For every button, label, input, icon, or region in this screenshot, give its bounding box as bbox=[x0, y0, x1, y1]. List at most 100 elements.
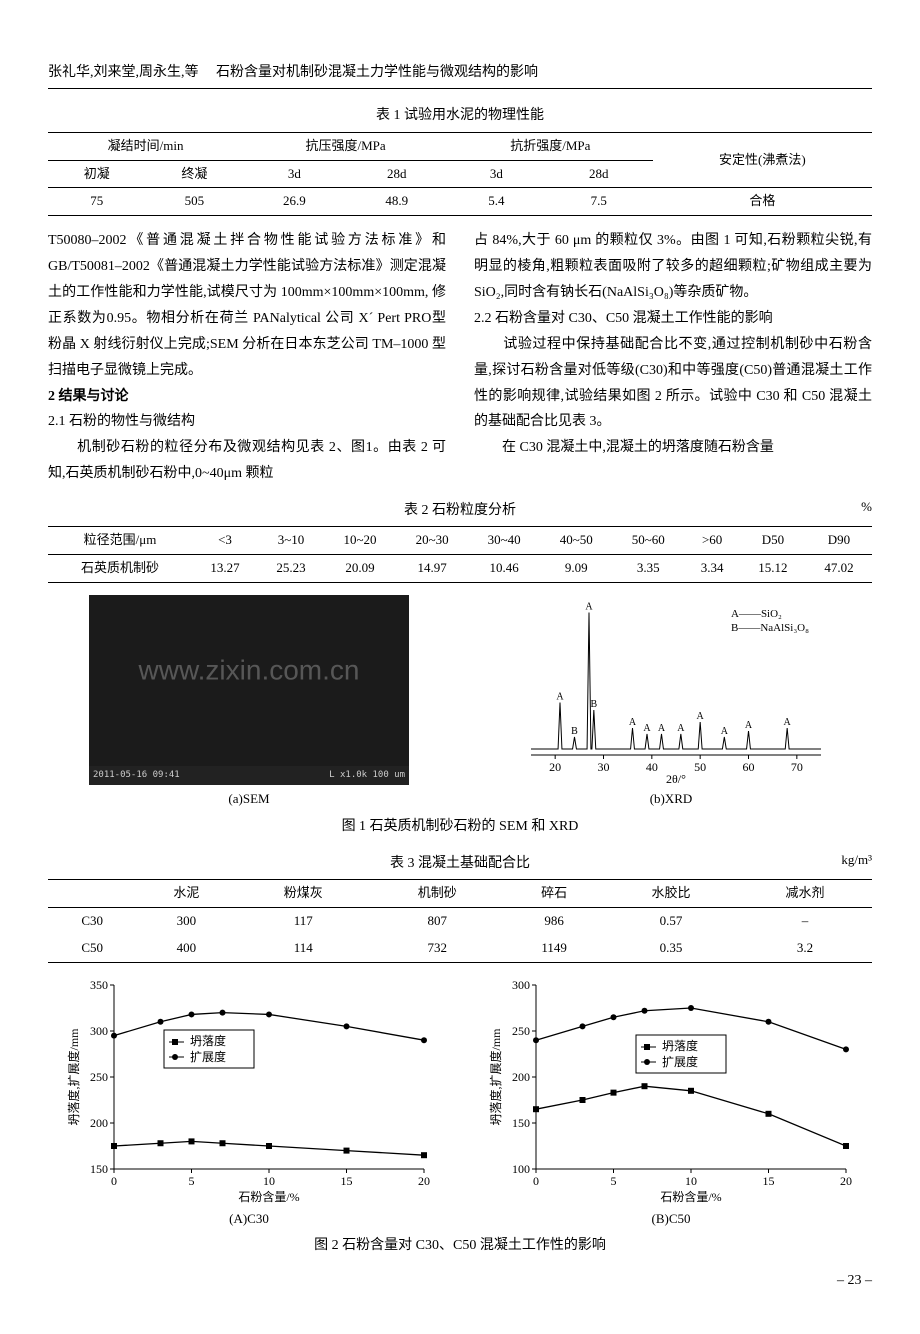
t2-h1: <3 bbox=[192, 527, 258, 555]
t3-r2-2: 114 bbox=[236, 935, 370, 962]
fig1-a: www.zixin.com.cn 2011-05-16 09:41 L x1.0… bbox=[48, 595, 450, 810]
svg-text:A: A bbox=[721, 726, 729, 737]
t2-h3: 10~20 bbox=[324, 527, 396, 555]
col-left: T50080–2002《普通混凝土拌合物性能试验方法标准》和 GB/T50081… bbox=[48, 228, 446, 487]
svg-text:石粉含量/%: 石粉含量/% bbox=[660, 1189, 721, 1204]
t3-r2-3: 732 bbox=[370, 935, 504, 962]
t3-r2-1: 400 bbox=[136, 935, 236, 962]
t1-h-a: 凝结时间/min bbox=[48, 132, 243, 160]
fig2-b: 05101520100150200250300石粉含量/%坍落度,扩展度/mm坍… bbox=[470, 975, 872, 1230]
svg-text:150: 150 bbox=[90, 1162, 108, 1176]
t2-h8: >60 bbox=[684, 527, 740, 555]
right-p2: 试验过程中保持基础配合比不变,通过控制机制砂中石粉含量,探讨石粉含量对低等级(C… bbox=[474, 332, 872, 436]
fig1-sub-b: (b)XRD bbox=[650, 789, 693, 810]
svg-text:300: 300 bbox=[90, 1024, 108, 1038]
t1-sub-a2: 终凝 bbox=[146, 160, 244, 188]
t3-h4: 碎石 bbox=[504, 880, 604, 908]
t2-r9: 15.12 bbox=[740, 555, 806, 583]
t1-r-a2: 505 bbox=[146, 188, 244, 216]
t2-r8: 3.34 bbox=[684, 555, 740, 583]
page-header: 张礼华,刘来堂,周永生,等 石粉含量对机制砂混凝土力学性能与微观结构的影响 bbox=[48, 62, 872, 89]
t1-h-d: 安定性(沸煮法) bbox=[653, 132, 872, 188]
t3-r1-6: – bbox=[738, 908, 872, 935]
sec-21: 2.1 石粉的物性与微结构 bbox=[48, 409, 446, 435]
svg-text:A: A bbox=[556, 691, 564, 702]
svg-text:10: 10 bbox=[685, 1174, 697, 1188]
svg-text:70: 70 bbox=[791, 760, 803, 774]
svg-text:坍落度: 坍落度 bbox=[662, 1038, 698, 1053]
page-number: – 23 – bbox=[48, 1270, 872, 1292]
table3-title: 表 3 混凝土基础配合比 bbox=[48, 853, 872, 875]
svg-text:B——NaAlSi₃O₈: B——NaAlSi₃O₈ bbox=[731, 622, 809, 634]
chart-c30: 05101520150200250300350石粉含量/%坍落度,扩展度/mm坍… bbox=[64, 975, 434, 1205]
fig1-caption: 图 1 石英质机制砂石粉的 SEM 和 XRD bbox=[48, 816, 872, 838]
t2-r3: 20.09 bbox=[324, 555, 396, 583]
t3-r1-4: 986 bbox=[504, 908, 604, 935]
svg-text:20: 20 bbox=[418, 1174, 430, 1188]
t2-h9: D50 bbox=[740, 527, 806, 555]
t1-sub-c1: 3d bbox=[448, 160, 545, 188]
svg-text:B: B bbox=[571, 726, 578, 737]
svg-text:20: 20 bbox=[549, 760, 561, 774]
table1-title: 表 1 试验用水泥的物理性能 bbox=[48, 105, 872, 127]
header-authors: 张礼华,刘来堂,周永生,等 bbox=[48, 65, 199, 80]
left-p1: T50080–2002《普通混凝土拌合物性能试验方法标准》和 GB/T50081… bbox=[48, 228, 446, 383]
t1-sub-a1: 初凝 bbox=[48, 160, 146, 188]
t1-r-c1: 5.4 bbox=[448, 188, 545, 216]
sem-image: www.zixin.com.cn 2011-05-16 09:41 L x1.0… bbox=[89, 595, 409, 785]
svg-text:15: 15 bbox=[341, 1174, 353, 1188]
right-p1: 占 84%,大于 60 μm 的颗粒仅 3%。由图 1 可知,石粉颗粒尖锐,有明… bbox=[474, 228, 872, 306]
sem-footer-r: L x1.0k 100 um bbox=[329, 768, 405, 782]
svg-text:A: A bbox=[745, 720, 753, 731]
t3-r2-0: C50 bbox=[48, 935, 136, 962]
t2-r10: 47.02 bbox=[806, 555, 872, 583]
t2-r5: 10.46 bbox=[468, 555, 540, 583]
t3-r2-6: 3.2 bbox=[738, 935, 872, 962]
svg-text:40: 40 bbox=[646, 760, 658, 774]
t1-r-c2: 7.5 bbox=[545, 188, 653, 216]
sem-footer: 2011-05-16 09:41 L x1.0k 100 um bbox=[89, 766, 409, 784]
fig2-a: 05101520150200250300350石粉含量/%坍落度,扩展度/mm坍… bbox=[48, 975, 450, 1230]
svg-text:A: A bbox=[697, 711, 705, 722]
t3-h3: 机制砂 bbox=[370, 880, 504, 908]
t2-r7: 3.35 bbox=[612, 555, 684, 583]
t2-h6: 40~50 bbox=[540, 527, 612, 555]
t3-r1-5: 0.57 bbox=[604, 908, 738, 935]
svg-text:20: 20 bbox=[840, 1174, 852, 1188]
svg-text:100: 100 bbox=[512, 1162, 530, 1176]
t3-h6: 减水剂 bbox=[738, 880, 872, 908]
svg-text:50: 50 bbox=[694, 760, 706, 774]
t1-sub-c2: 28d bbox=[545, 160, 653, 188]
t2-r0: 石英质机制砂 bbox=[48, 555, 192, 583]
t1-r-d: 合格 bbox=[653, 188, 872, 216]
t1-r-b1: 26.9 bbox=[243, 188, 345, 216]
svg-text:A: A bbox=[585, 601, 593, 612]
t3-r1-2: 117 bbox=[236, 908, 370, 935]
svg-text:A——SiO₂: A——SiO₂ bbox=[731, 608, 782, 620]
svg-text:250: 250 bbox=[90, 1070, 108, 1084]
t3-r1-3: 807 bbox=[370, 908, 504, 935]
sem-footer-l: 2011-05-16 09:41 bbox=[93, 768, 180, 782]
t1-sub-b2: 28d bbox=[346, 160, 448, 188]
svg-text:200: 200 bbox=[512, 1070, 530, 1084]
table3: 水泥 粉煤灰 机制砂 碎石 水胶比 减水剂 C30 300 117 807 98… bbox=[48, 879, 872, 962]
svg-text:250: 250 bbox=[512, 1024, 530, 1038]
svg-text:10: 10 bbox=[263, 1174, 275, 1188]
t3-r2-4: 1149 bbox=[504, 935, 604, 962]
svg-text:坍落度,扩展度/mm: 坍落度,扩展度/mm bbox=[66, 1027, 81, 1125]
t1-sub-b1: 3d bbox=[243, 160, 345, 188]
t3-h2: 粉煤灰 bbox=[236, 880, 370, 908]
t3-r1-1: 300 bbox=[136, 908, 236, 935]
t3-h5: 水胶比 bbox=[604, 880, 738, 908]
figure2-row: 05101520150200250300350石粉含量/%坍落度,扩展度/mm坍… bbox=[48, 975, 872, 1230]
svg-text:2θ/°: 2θ/° bbox=[666, 772, 686, 785]
t2-r2: 25.23 bbox=[258, 555, 324, 583]
watermark: www.zixin.com.cn bbox=[139, 648, 360, 693]
svg-text:5: 5 bbox=[189, 1174, 195, 1188]
t2-h10: D90 bbox=[806, 527, 872, 555]
table2: 粒径范围/μm <3 3~10 10~20 20~30 30~40 40~50 … bbox=[48, 526, 872, 583]
t2-h0: 粒径范围/μm bbox=[48, 527, 192, 555]
table1: 凝结时间/min 抗压强度/MPa 抗折强度/MPa 安定性(沸煮法) 初凝 终… bbox=[48, 132, 872, 216]
svg-text:A: A bbox=[658, 723, 666, 734]
sec-22: 2.2 石粉含量对 C30、C50 混凝土工作性能的影响 bbox=[474, 306, 872, 332]
